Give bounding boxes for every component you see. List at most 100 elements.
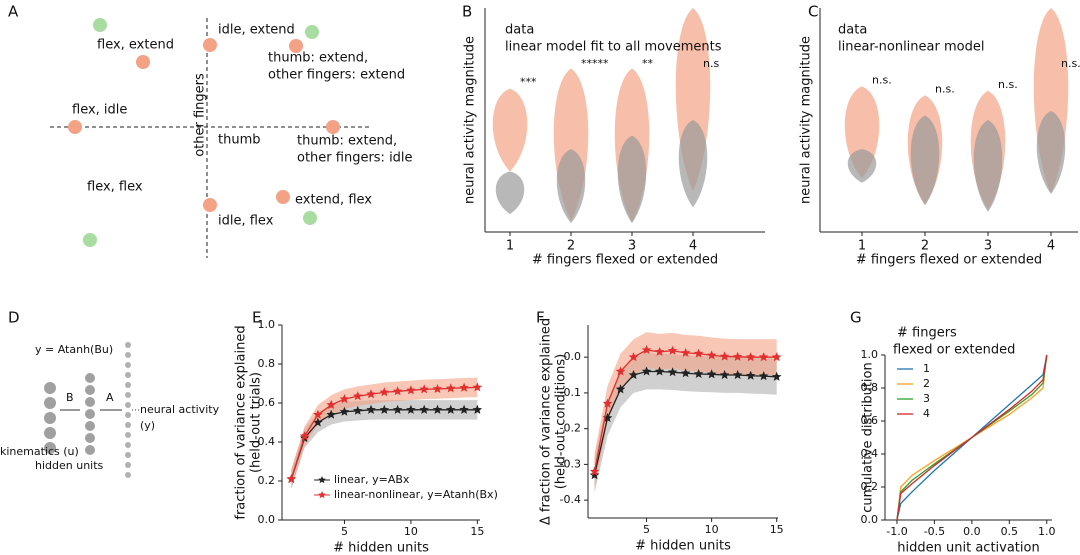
- legend-label: 4: [923, 407, 930, 420]
- star-marker: [353, 391, 363, 401]
- error-band: [594, 353, 777, 493]
- x-tick-label: 0.0: [963, 525, 981, 538]
- star-marker: [472, 382, 483, 392]
- x-tick-label: 2: [921, 239, 929, 254]
- star-marker: [432, 384, 443, 393]
- weight-label: A: [106, 391, 114, 404]
- output-label: (y): [140, 419, 155, 432]
- star-marker: [628, 370, 639, 380]
- star-marker: [732, 370, 743, 380]
- star-marker: [602, 398, 613, 408]
- star-marker: [680, 368, 691, 378]
- star-marker: [680, 347, 691, 357]
- legend-label: 1: [923, 362, 930, 375]
- y-tick-label: -0.1: [560, 386, 581, 399]
- x-tick-label: 1.0: [1038, 525, 1056, 538]
- chart: # fingers flexed or extended neural activ…: [799, 8, 1080, 268]
- y-tick-label: 0.6: [861, 414, 879, 427]
- star-marker: [299, 431, 310, 441]
- violin: [556, 149, 586, 224]
- panel-letter: E: [252, 309, 261, 327]
- legend-title: # fingers: [897, 326, 957, 341]
- star-marker: [615, 384, 626, 394]
- y-tick-label: 1.0: [861, 348, 879, 361]
- error-band: [594, 332, 777, 490]
- x-axis-label: # fingers flexed or extended: [532, 253, 718, 268]
- panel-letter: B: [462, 3, 472, 21]
- star-marker: [366, 389, 376, 399]
- star-marker: [667, 367, 678, 377]
- y-tick-label: 0.8: [861, 381, 879, 394]
- label: thumb: extend,: [297, 134, 397, 149]
- star-marker: [745, 352, 756, 362]
- axis-label: other fingers: [193, 73, 208, 157]
- star-marker: [339, 394, 350, 404]
- y-tick-label: 1.0: [258, 318, 276, 331]
- x-axis-label: # hidden units: [333, 541, 429, 555]
- x-tick-label: 5: [643, 523, 650, 536]
- star-marker: [353, 405, 363, 415]
- x-tick-label: 10: [705, 523, 719, 536]
- panel-letter: C: [808, 3, 818, 21]
- star-marker: [641, 345, 652, 355]
- x-axis-label: # hidden units: [635, 539, 731, 554]
- x-axis-label: # fingers flexed or extended: [856, 253, 1042, 268]
- star-marker: [406, 404, 416, 414]
- y-tick-label: 0.4: [861, 447, 879, 460]
- y-axis-label: (held-out trials): [249, 372, 264, 473]
- y-axis-label: neural activity magnitude: [799, 36, 814, 204]
- y-tick-label: 0.0: [258, 513, 276, 526]
- star-marker: [602, 412, 613, 422]
- input-units: [44, 382, 56, 454]
- star-marker: [589, 466, 600, 476]
- y-axis-label: fraction of variance explained: [234, 325, 249, 519]
- violin: [495, 171, 525, 215]
- chart: # hidden units Δ fraction of variance exp…: [539, 318, 784, 554]
- label: flex, extend: [97, 38, 174, 53]
- star-marker: [706, 350, 717, 360]
- legend-title: flexed or extended: [893, 343, 1015, 358]
- weight-label: B: [66, 391, 74, 404]
- star-marker: [615, 366, 626, 376]
- legend-label: linear, y=ABx: [334, 473, 410, 486]
- y-axis-label: (held-out conditions): [554, 354, 569, 489]
- label: flex, flex: [87, 180, 143, 195]
- star-marker: [313, 409, 323, 419]
- y-axis-label: Δ fraction of variance explained: [539, 318, 554, 525]
- salmon-dots: [68, 38, 340, 212]
- star-marker: [326, 399, 336, 409]
- output-units: [125, 342, 131, 478]
- x-tick-label: 3: [628, 239, 636, 254]
- star-marker: [758, 352, 769, 362]
- star-marker: [326, 409, 336, 419]
- x-tick-label: 1: [506, 239, 514, 254]
- star-marker: [406, 385, 416, 395]
- legend-marker: [318, 491, 326, 499]
- star-marker: [379, 404, 390, 414]
- y-tick-label: 0.0: [564, 350, 582, 363]
- x-tick-label: 4: [1047, 239, 1055, 254]
- error-band: [291, 400, 478, 489]
- star-marker: [758, 371, 769, 381]
- significance: *****: [581, 57, 609, 70]
- legend-label: linear model fit to all movements: [505, 40, 722, 55]
- star-marker: [693, 348, 704, 358]
- cdf-line: [896, 354, 1048, 521]
- x-tick-label: 5: [341, 525, 348, 538]
- panel-letter: A: [8, 3, 19, 21]
- y-tick-label: 0.2: [258, 474, 276, 487]
- star-marker: [667, 345, 678, 355]
- label: extend, flex: [295, 193, 372, 208]
- x-tick-label: 2: [567, 239, 575, 254]
- y-tick-label: 0.4: [258, 435, 276, 448]
- violin: [973, 120, 1003, 212]
- label: idle, extend: [218, 23, 295, 38]
- star-marker: [432, 404, 443, 414]
- x-tick-label: 10: [404, 525, 418, 538]
- star-marker: [392, 404, 403, 414]
- error-band: [291, 377, 478, 489]
- violin: [492, 88, 528, 172]
- y-tick-label: -0.4: [560, 493, 581, 506]
- hidden-units: [84, 372, 96, 456]
- x-tick-label: 0.5: [1001, 525, 1019, 538]
